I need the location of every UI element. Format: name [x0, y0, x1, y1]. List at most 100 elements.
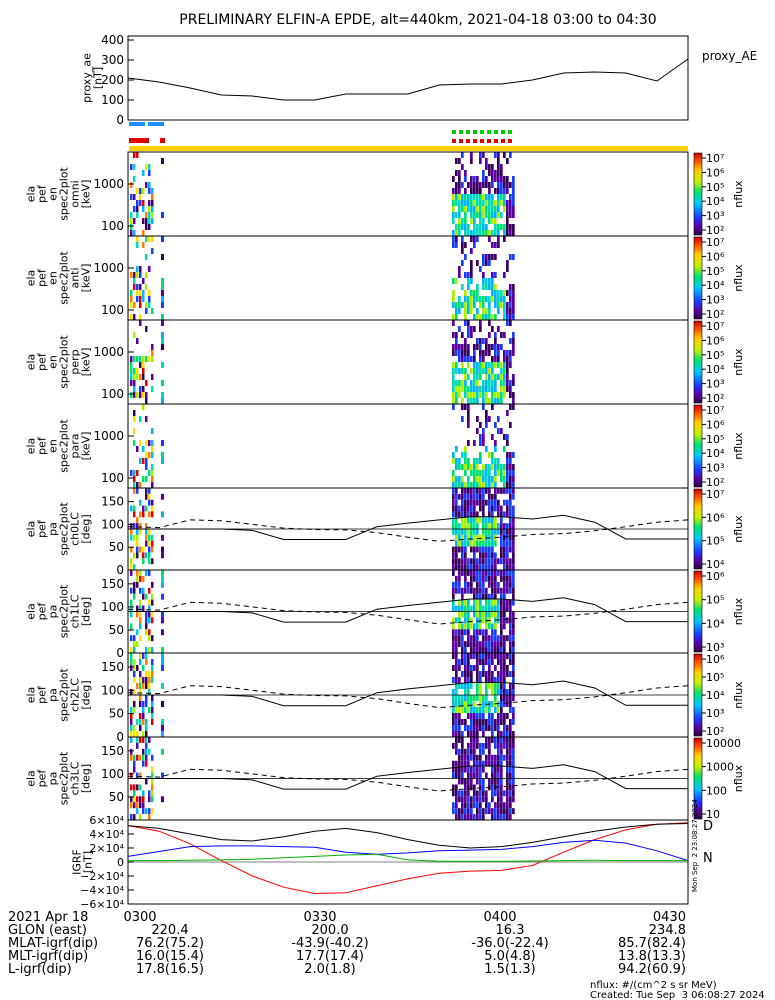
heatmap-cell [506, 362, 509, 368]
heatmap-cell [476, 260, 479, 266]
colorbar-label-group: nflux [732, 681, 745, 709]
heatmap-cell [506, 802, 509, 809]
heatmap-cell [476, 523, 479, 529]
y-tick-label: 0 [116, 646, 124, 660]
heatmap-cell [485, 695, 488, 701]
heatmap-cell [512, 398, 515, 404]
heatmap-cell [500, 790, 503, 797]
heatmap-cell [458, 641, 461, 648]
heatmap-cell [503, 152, 506, 158]
heatmap-cell [485, 570, 488, 576]
yellow-bar [129, 146, 688, 151]
heatmap-cell [464, 290, 467, 296]
heatmap-cell [161, 398, 164, 404]
heatmap-cell [148, 683, 151, 689]
y-tick-label: 400 [101, 33, 124, 47]
heatmap-cell [503, 302, 506, 308]
heatmap-cell [151, 671, 154, 677]
heatmap-cell [473, 511, 476, 518]
heatmap-cell [458, 790, 461, 797]
heatmap-cell [473, 230, 476, 236]
heatmap-cell [485, 725, 488, 731]
heatmap-cell [506, 523, 509, 529]
heatmap-cell [509, 302, 512, 308]
heatmap-cell [458, 523, 461, 529]
heatmap-cell [476, 695, 479, 701]
heatmap-cell [458, 302, 461, 308]
heatmap-cell [133, 194, 136, 200]
heatmap-cell [464, 446, 467, 452]
heatmap-cell [467, 725, 470, 731]
heatmap-cell [476, 605, 479, 612]
heatmap-cell [482, 338, 485, 344]
heatmap-cell [494, 647, 497, 653]
heatmap-cell [506, 458, 509, 464]
heatmap-cell [485, 386, 488, 392]
heatmap-cell [148, 647, 151, 653]
heatmap-cell [482, 368, 485, 374]
heatmap-cell [464, 482, 467, 488]
heatmap-cell [482, 796, 485, 803]
heatmap-cell [139, 356, 142, 362]
heatmap-cell [452, 605, 455, 612]
heatmap-cell [145, 523, 148, 529]
heatmap-cell [473, 534, 476, 541]
heatmap-cell [503, 470, 506, 476]
heatmap-cell [458, 754, 461, 761]
heatmap-cell [139, 689, 142, 695]
heatmap-cell [485, 446, 488, 452]
heatmap-cell [509, 558, 512, 565]
heatmap-cell [130, 725, 133, 731]
heatmap-cell [485, 540, 488, 547]
heatmap-cell [464, 671, 467, 677]
heatmap-cell [136, 611, 139, 618]
heatmap-cell [452, 713, 455, 719]
heatmap-cell [503, 356, 506, 362]
heatmap-cell [512, 790, 515, 797]
heatmap-cell [473, 575, 476, 582]
heatmap-cell [497, 344, 500, 350]
heatmap-cell [506, 440, 509, 446]
heatmap-cell [145, 356, 148, 362]
heatmap-cell [464, 766, 467, 773]
heatmap-cell [136, 575, 139, 582]
heatmap-cell [500, 713, 503, 719]
heatmap-cell [503, 677, 506, 683]
heatmap-cell [497, 737, 500, 743]
heatmap-cell [455, 368, 458, 374]
heatmap-cell [136, 581, 139, 588]
heatmap-cell [145, 552, 148, 559]
heatmap-cell [467, 695, 470, 701]
heatmap-cell [503, 476, 506, 482]
heatmap-cell [485, 314, 488, 320]
heatmap-cell [500, 617, 503, 624]
heatmap-cell [512, 392, 515, 398]
heatmap-cell [470, 488, 473, 494]
heatmap-cell [485, 587, 488, 594]
heatmap-cell [485, 230, 488, 236]
heatmap-cell [500, 760, 503, 767]
heatmap-cell [506, 308, 509, 314]
heatmap-cell [452, 701, 455, 707]
heatmap-cell [130, 713, 133, 719]
heatmap-cell [145, 737, 148, 743]
heatmap-cell [161, 611, 164, 618]
heatmap-cell [479, 677, 482, 683]
heatmap-cell [506, 570, 509, 576]
heatmap-cell [497, 772, 500, 779]
heatmap-cell [464, 581, 467, 588]
heatmap-cell [452, 398, 455, 404]
colorbar-label-group: nflux [732, 180, 745, 208]
heatmap-cell [461, 482, 464, 488]
heatmap-cell [503, 725, 506, 731]
heatmap-cell [467, 760, 470, 767]
heatmap-bg [128, 236, 688, 320]
heatmap-cell [467, 689, 470, 695]
heatmap-cell [482, 546, 485, 553]
heatmap-cell [488, 593, 491, 600]
heatmap-cell [491, 284, 494, 290]
heatmap-cell [503, 380, 506, 386]
heatmap-cell [464, 218, 467, 224]
heatmap-cell [161, 617, 164, 624]
